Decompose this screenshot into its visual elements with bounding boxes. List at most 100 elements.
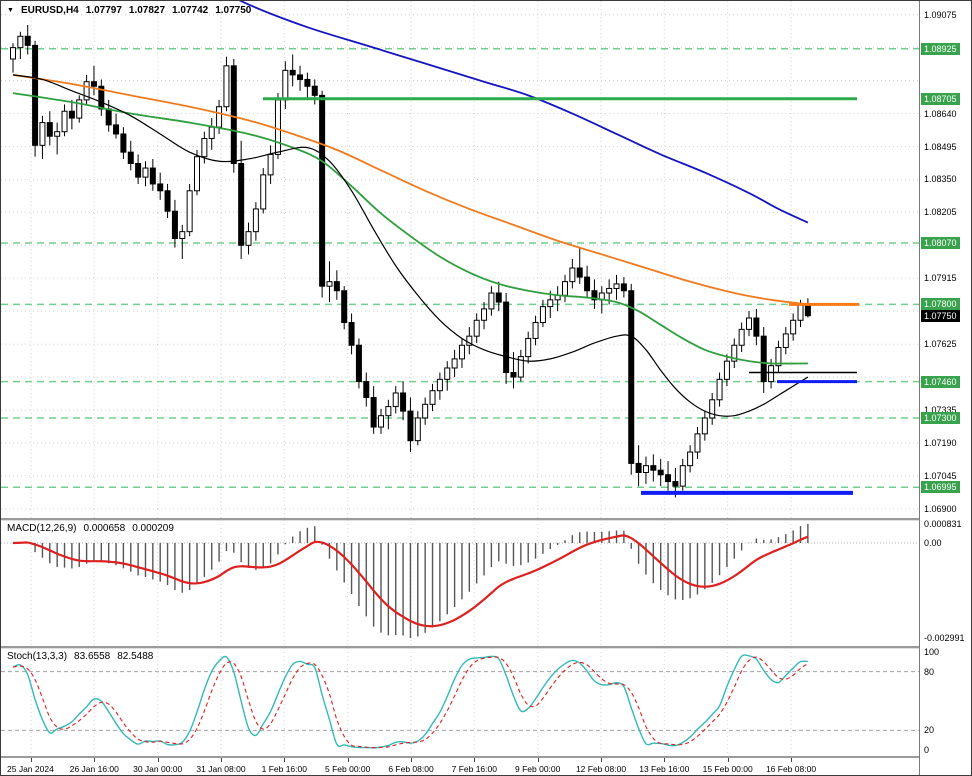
candle-bull	[186, 190, 193, 233]
candle-bull	[451, 358, 458, 369]
stoch-scale-label: 0	[924, 745, 930, 755]
time-tick	[284, 758, 286, 762]
candle-bear	[171, 210, 178, 239]
price-scale-label: 1.08495	[924, 141, 957, 152]
time-label: 13 Feb 16:00	[639, 764, 690, 774]
candle-bear	[348, 322, 355, 346]
candle-bull	[790, 319, 797, 335]
candle-bear	[657, 469, 664, 476]
candle-bear	[24, 35, 31, 46]
candle-bull	[687, 451, 694, 467]
price-scale-label: 1.07625	[924, 339, 957, 350]
candle-bear	[672, 481, 679, 487]
candle-bear	[400, 392, 407, 412]
quote-open: 1.07797	[85, 5, 122, 16]
candle-bear	[297, 74, 304, 80]
candle-bear	[157, 183, 164, 192]
price-level-label: 1.08705	[921, 92, 960, 105]
candle-bull	[282, 69, 289, 101]
price-scale-label: 1.08640	[924, 108, 957, 119]
time-label: 12 Feb 08:00	[575, 764, 627, 774]
time-label: 26 Jan 16:00	[69, 764, 119, 774]
candle-bear	[46, 122, 53, 137]
candle-bear	[105, 108, 112, 126]
price-scale-label: 1.08205	[924, 207, 957, 218]
candle-bull	[642, 465, 649, 473]
candle-bull	[142, 167, 149, 178]
stochastic-indicator-label: Stoch(13,3,3) 83.6558 82.5488	[7, 651, 153, 662]
candle-bear	[341, 290, 348, 324]
candle-bull	[613, 283, 620, 289]
candle-bull	[525, 337, 532, 358]
candle-bear	[650, 465, 657, 471]
candle-bull	[422, 403, 429, 419]
candle-bull	[775, 347, 782, 367]
candle-bull	[532, 322, 539, 339]
candle-bear	[495, 292, 502, 303]
time-label: 15 Feb 00:00	[702, 764, 753, 774]
candle-bull	[679, 465, 686, 487]
ma-fast-black	[12, 74, 809, 417]
price-scale-label: 1.07915	[924, 273, 957, 284]
candle-bear	[230, 65, 237, 165]
candle-bull	[709, 399, 716, 419]
pane-separator-macd[interactable]	[1, 518, 971, 521]
price-scale-label: 1.07335	[924, 405, 957, 415]
candle-bear	[665, 474, 672, 483]
candle-bull	[252, 208, 259, 233]
candle-bear	[363, 381, 370, 399]
candle-bear	[635, 462, 642, 473]
time-label: 6 Feb 08:00	[388, 764, 434, 774]
candle-bull	[458, 344, 465, 360]
stoch-scale-label: 20	[924, 725, 935, 736]
candle-bull	[569, 267, 576, 283]
candle-bull	[414, 417, 421, 442]
price-scale-label: 1.06900	[924, 503, 957, 514]
candle-bear	[576, 267, 583, 278]
time-tick	[727, 758, 729, 762]
symbol-marker-icon[interactable]: ▼	[7, 7, 14, 14]
candle-bear	[355, 344, 362, 383]
price-axis[interactable]: 1.09075 1.08640 1.08495 1.08350 1.08205 1.079…	[919, 1, 971, 775]
price-scale-label: 1.07045	[924, 470, 957, 481]
macd-value-main: 0.000658	[83, 523, 126, 534]
stoch-scale-label: 100	[924, 647, 940, 657]
time-label: 30 Jan 00:00	[133, 764, 183, 774]
price-level-label: 1.07300	[921, 412, 960, 424]
candle-bear	[620, 283, 627, 292]
candle-bear	[127, 151, 134, 165]
time-label: 7 Feb 16:00	[451, 764, 497, 774]
time-tick	[94, 758, 96, 762]
candle-bull	[517, 356, 524, 378]
current-price-label: 1.07750	[921, 309, 960, 322]
time-axis[interactable]: 25 Jan 2024 26 Jan 16:00 30 Jan 00:00 31 Ja…	[1, 758, 919, 775]
macd-pane[interactable]	[1, 520, 919, 646]
time-tick	[347, 758, 349, 762]
time-tick	[411, 758, 412, 762]
stoch-signal-line	[12, 656, 809, 749]
candle-bull	[201, 138, 208, 158]
candle-bull	[738, 328, 745, 346]
macd-signal-line	[12, 534, 809, 628]
candle-bear	[68, 110, 75, 119]
candle-bull	[245, 231, 252, 246]
candle-bear	[289, 69, 296, 76]
price-scale-label: 1.08350	[924, 174, 957, 185]
candle-bear	[510, 372, 517, 378]
candle-bull	[716, 378, 723, 401]
candle-bull	[701, 417, 708, 435]
time-label: 16 Feb 08:00	[765, 764, 817, 774]
macd-indicator-label: MACD(12,26,9) 0.000658 0.000209	[7, 523, 174, 534]
macd-scale-label: 0.00	[924, 538, 942, 548]
time-tick	[31, 758, 32, 762]
pane-separator-stoch[interactable]	[1, 646, 971, 649]
macd-value-signal: 0.000209	[132, 523, 174, 534]
stochastic-pane[interactable]	[1, 648, 919, 756]
candle-bear	[370, 397, 377, 428]
quote-high: 1.07827	[128, 5, 166, 16]
main-price-chart[interactable]	[1, 1, 919, 519]
price-level-label: 1.07800	[921, 298, 960, 311]
candle-bull	[481, 308, 488, 321]
candle-bull	[746, 317, 752, 330]
candle-bull	[260, 174, 267, 210]
